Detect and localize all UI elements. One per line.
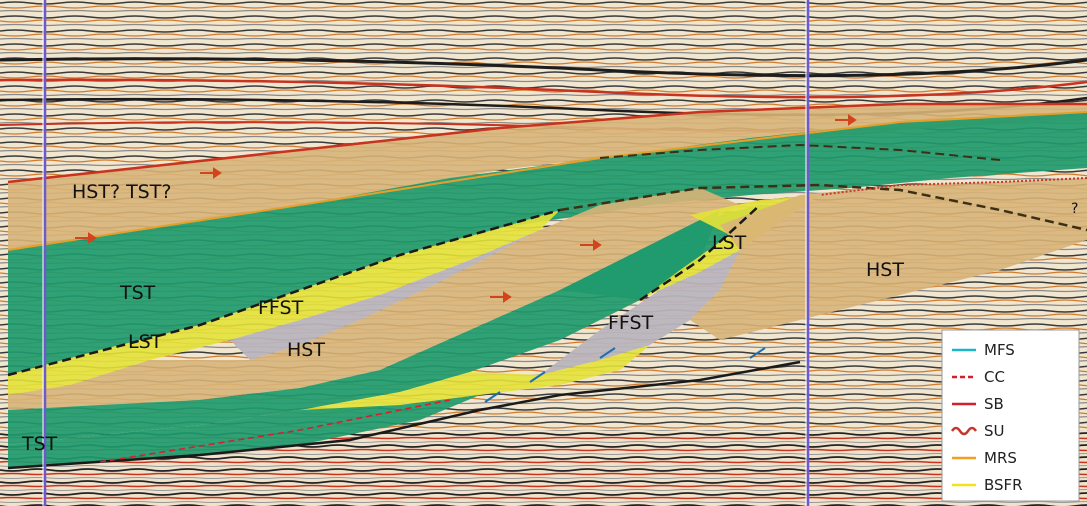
legend-label: SU [984, 422, 1005, 440]
legend-item: MRS [952, 449, 1017, 467]
bottom-green-unit [8, 395, 480, 468]
well-left [42, 0, 47, 506]
hst-right-unit [690, 178, 1087, 340]
legend-item: SU [950, 422, 1005, 440]
legend-label: CC [984, 368, 1005, 386]
label-lst-left: LST [128, 331, 163, 353]
label-ffst-left: FFST [258, 297, 304, 319]
label-hst-right: HST [866, 259, 904, 281]
downlap-arrows [484, 347, 766, 403]
label-lst-right: LST [712, 232, 747, 254]
label-hst-tst: HST? TST? [72, 181, 171, 203]
legend-item: SB [952, 395, 1004, 413]
ffst-left-unit [230, 230, 540, 360]
legend-label: SB [984, 395, 1004, 413]
upper-green-unit [8, 112, 1087, 375]
lower-yellow-unit [300, 345, 650, 412]
onlap-arrows [75, 114, 857, 303]
legend-label: MFS [984, 341, 1015, 359]
label-ffst-right: FFST [608, 312, 654, 334]
ffst-right-unit [540, 250, 740, 375]
legend-item: BSFR [952, 476, 1023, 494]
legend-item: CC [952, 368, 1005, 386]
legend-label: MRS [984, 449, 1017, 467]
label-hst-middle: HST [287, 339, 325, 361]
legend-swatch [950, 426, 978, 436]
well-right [805, 0, 810, 506]
legend-box [941, 329, 1080, 502]
lower-green-unit [8, 210, 720, 445]
legend: MFS CC SB SU MRS BSFR [941, 329, 1080, 502]
label-tst-bottom: TST [21, 433, 58, 455]
legend-label: BSFR [984, 476, 1023, 494]
hst-middle-unit [8, 188, 740, 410]
surfaces [7, 102, 1087, 470]
lst-left-unit [8, 210, 560, 395]
label-query-right: ? [1071, 201, 1078, 217]
label-tst-upper: TST [119, 282, 156, 304]
legend-item: MFS [952, 341, 1015, 359]
